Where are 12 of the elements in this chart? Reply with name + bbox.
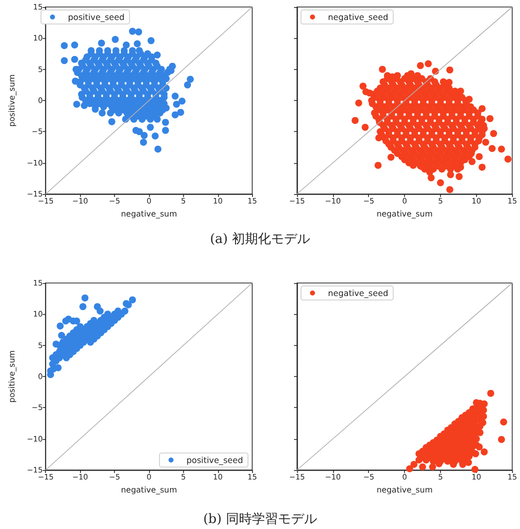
x-axis-title: negative_sum xyxy=(376,486,433,494)
x-axis-title: negative_sum xyxy=(120,210,178,218)
y-axis-title: positive_sum xyxy=(8,350,16,403)
legend-label: positive_seed xyxy=(68,12,124,22)
text: (b) 同時学習モデル xyxy=(202,511,318,529)
text: (a) 初期化モデル xyxy=(208,231,312,249)
legend-label: negative_seed xyxy=(328,12,388,22)
legend-label: negative_seed xyxy=(328,288,388,298)
y-axis-title: positive_sum xyxy=(8,74,16,127)
x-axis-title: negative_sum xyxy=(376,210,433,218)
x-axis-title: negative_sum xyxy=(120,486,178,494)
legend-label: positive_seed xyxy=(186,455,244,465)
